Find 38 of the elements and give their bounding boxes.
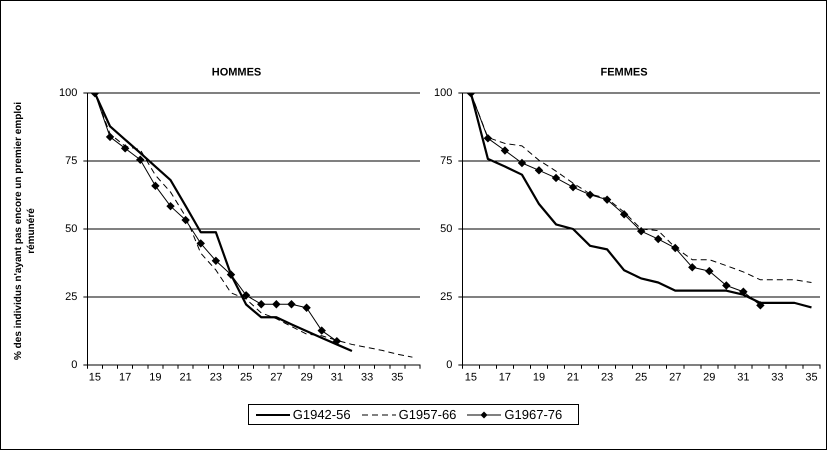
legend-label: G1967-76 — [504, 407, 562, 422]
y-tick-label: 25 — [65, 290, 78, 303]
x-tick-label: 15 — [464, 371, 477, 384]
x-tick-label: 17 — [498, 371, 512, 384]
y-tick-label: 25 — [440, 290, 452, 303]
chart-title: FEMMES — [600, 66, 648, 79]
x-tick-label: 35 — [805, 371, 818, 384]
y-tick-label: 50 — [65, 223, 78, 236]
x-tick-label: 25 — [635, 371, 648, 384]
legend-label: G1957-66 — [398, 407, 456, 422]
x-tick-label: 25 — [240, 371, 252, 384]
x-tick-label: 27 — [669, 371, 682, 384]
x-tick-label: 19 — [532, 371, 546, 384]
x-tick-label: 21 — [180, 371, 192, 384]
x-tick-label: 35 — [391, 371, 404, 384]
x-tick-label: 17 — [119, 371, 132, 384]
y-tick-label: 0 — [446, 358, 452, 371]
x-tick-label: 33 — [771, 371, 784, 384]
y-axis-title: % des individus n'ayant pas encore un premier emploi rémunéré — [12, 101, 38, 362]
x-tick-label: 21 — [566, 371, 580, 384]
x-tick-label: 31 — [737, 371, 750, 384]
x-tick-label: 33 — [360, 371, 374, 384]
x-tick-label: 31 — [330, 371, 343, 384]
x-tick-label: 23 — [600, 371, 614, 384]
legend-label: G1942-56 — [292, 407, 351, 422]
chart-title: HOMMES — [212, 66, 262, 79]
x-tick-label: 23 — [210, 371, 222, 384]
x-tick-label: 27 — [270, 371, 282, 384]
y-tick-label: 0 — [71, 358, 78, 371]
x-tick-label: 19 — [149, 371, 162, 384]
x-tick-label: 29 — [300, 371, 313, 384]
y-tick-label: 75 — [65, 155, 78, 168]
x-tick-label: 29 — [703, 371, 716, 384]
y-tick-label: 75 — [440, 155, 452, 168]
x-tick-label: 15 — [88, 371, 102, 384]
y-tick-label: 50 — [440, 223, 452, 236]
y-tick-label: 100 — [58, 87, 78, 100]
y-tick-label: 100 — [434, 87, 452, 100]
